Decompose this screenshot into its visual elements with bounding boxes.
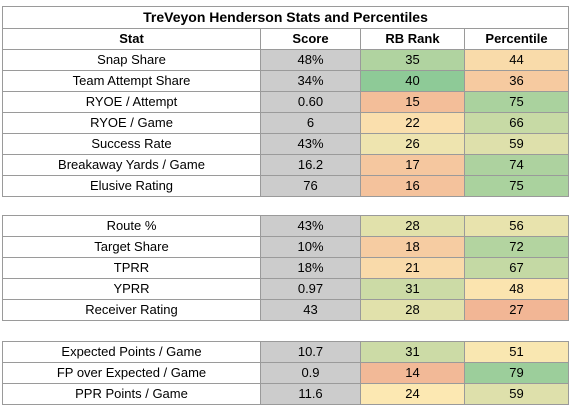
score-cell[interactable]: 48% — [260, 49, 361, 71]
percentile-cell[interactable]: 59 — [464, 383, 569, 405]
rb-rank-cell[interactable]: 31 — [360, 278, 465, 300]
percentile-cell[interactable]: 27 — [464, 299, 569, 321]
percentile-cell[interactable]: 59 — [464, 133, 569, 155]
usage-rows: Snap Share 48% 35 44 Team Attempt Share 34% 40… — [2, 49, 569, 197]
table-row-target-share: Target Share 10% 18 72 — [2, 236, 569, 258]
table-row-elusive-rating: Elusive Rating 76 16 75 — [2, 175, 569, 197]
percentile-cell[interactable]: 36 — [464, 70, 569, 92]
percentile-cell[interactable]: 66 — [464, 112, 569, 134]
stat-cell[interactable]: Elusive Rating — [2, 175, 261, 197]
score-cell[interactable]: 0.9 — [260, 362, 361, 384]
score-cell[interactable]: 10.7 — [260, 341, 361, 363]
table-row-tprr: TPRR 18% 21 67 — [2, 257, 569, 279]
stat-cell[interactable]: RYOE / Game — [2, 112, 261, 134]
score-cell[interactable]: 11.6 — [260, 383, 361, 405]
points-rows: Expected Points / Game 10.7 31 51 FP over Ex… — [2, 341, 569, 405]
score-cell[interactable]: 0.97 — [260, 278, 361, 300]
stat-cell[interactable]: Receiver Rating — [2, 299, 261, 321]
header-rb-rank[interactable]: RB Rank — [360, 28, 465, 50]
table-row-breakaway-yards-game: Breakaway Yards / Game 16.2 17 74 — [2, 154, 569, 176]
score-cell[interactable]: 6 — [260, 112, 361, 134]
stat-cell[interactable]: Expected Points / Game — [2, 341, 261, 363]
title-row: TreVeyon Henderson Stats and Percentiles — [2, 6, 569, 29]
table-row-success-rate: Success Rate 43% 26 59 — [2, 133, 569, 155]
score-cell[interactable]: 43 — [260, 299, 361, 321]
percentile-cell[interactable]: 48 — [464, 278, 569, 300]
stat-cell[interactable]: Snap Share — [2, 49, 261, 71]
stats-table-usage: TreVeyon Henderson Stats and Percentiles… — [2, 6, 569, 197]
header-percentile[interactable]: Percentile — [464, 28, 569, 50]
score-cell[interactable]: 10% — [260, 236, 361, 258]
table-row-fp-over-expected-game: FP over Expected / Game 0.9 14 79 — [2, 362, 569, 384]
rb-rank-cell[interactable]: 28 — [360, 215, 465, 237]
percentile-cell[interactable]: 72 — [464, 236, 569, 258]
table-row-team-attempt-share: Team Attempt Share 34% 40 36 — [2, 70, 569, 92]
percentile-cell[interactable]: 56 — [464, 215, 569, 237]
stat-cell[interactable]: Team Attempt Share — [2, 70, 261, 92]
rb-rank-cell[interactable]: 15 — [360, 91, 465, 113]
score-cell[interactable]: 43% — [260, 133, 361, 155]
stat-cell[interactable]: TPRR — [2, 257, 261, 279]
percentile-cell[interactable]: 75 — [464, 91, 569, 113]
percentile-cell[interactable]: 44 — [464, 49, 569, 71]
table-row-yprr: YPRR 0.97 31 48 — [2, 278, 569, 300]
rb-rank-cell[interactable]: 18 — [360, 236, 465, 258]
percentile-cell[interactable]: 74 — [464, 154, 569, 176]
table-row-route: Route % 43% 28 56 — [2, 215, 569, 237]
receiving-rows: Route % 43% 28 56 Target Share 10% 18 72 TPRR 18%… — [2, 215, 569, 321]
stats-table-receiving: Route % 43% 28 56 Target Share 10% 18 72 TPRR 18%… — [2, 215, 569, 321]
score-cell[interactable]: 16.2 — [260, 154, 361, 176]
stat-cell[interactable]: Breakaway Yards / Game — [2, 154, 261, 176]
stat-cell[interactable]: RYOE / Attempt — [2, 91, 261, 113]
stat-cell[interactable]: Route % — [2, 215, 261, 237]
rb-rank-cell[interactable]: 14 — [360, 362, 465, 384]
table-row-ppr-points-game: PPR Points / Game 11.6 24 59 — [2, 383, 569, 405]
score-cell[interactable]: 18% — [260, 257, 361, 279]
rb-rank-cell[interactable]: 17 — [360, 154, 465, 176]
score-cell[interactable]: 76 — [260, 175, 361, 197]
rb-rank-cell[interactable]: 31 — [360, 341, 465, 363]
rb-rank-cell[interactable]: 21 — [360, 257, 465, 279]
percentile-cell[interactable]: 75 — [464, 175, 569, 197]
score-cell[interactable]: 0.60 — [260, 91, 361, 113]
stat-cell[interactable]: YPRR — [2, 278, 261, 300]
header-stat[interactable]: Stat — [2, 28, 261, 50]
stat-cell[interactable]: Target Share — [2, 236, 261, 258]
rb-rank-cell[interactable]: 35 — [360, 49, 465, 71]
stats-table-points: Expected Points / Game 10.7 31 51 FP over Ex… — [2, 341, 569, 405]
table-row-expected-points-game: Expected Points / Game 10.7 31 51 — [2, 341, 569, 363]
header-row: Stat Score RB Rank Percentile — [2, 28, 569, 50]
rb-rank-cell[interactable]: 28 — [360, 299, 465, 321]
rb-rank-cell[interactable]: 24 — [360, 383, 465, 405]
header-score[interactable]: Score — [260, 28, 361, 50]
table-row-receiver-rating: Receiver Rating 43 28 27 — [2, 299, 569, 321]
table-row-ryoe-game: RYOE / Game 6 22 66 — [2, 112, 569, 134]
stat-cell[interactable]: Success Rate — [2, 133, 261, 155]
percentile-cell[interactable]: 67 — [464, 257, 569, 279]
rb-rank-cell[interactable]: 40 — [360, 70, 465, 92]
rb-rank-cell[interactable]: 22 — [360, 112, 465, 134]
stat-cell[interactable]: PPR Points / Game — [2, 383, 261, 405]
score-cell[interactable]: 34% — [260, 70, 361, 92]
table-title[interactable]: TreVeyon Henderson Stats and Percentiles — [2, 6, 569, 29]
percentile-cell[interactable]: 51 — [464, 341, 569, 363]
rb-rank-cell[interactable]: 26 — [360, 133, 465, 155]
score-cell[interactable]: 43% — [260, 215, 361, 237]
table-row-ryoe-attempt: RYOE / Attempt 0.60 15 75 — [2, 91, 569, 113]
table-row-snap-share: Snap Share 48% 35 44 — [2, 49, 569, 71]
rb-rank-cell[interactable]: 16 — [360, 175, 465, 197]
stat-cell[interactable]: FP over Expected / Game — [2, 362, 261, 384]
percentile-cell[interactable]: 79 — [464, 362, 569, 384]
